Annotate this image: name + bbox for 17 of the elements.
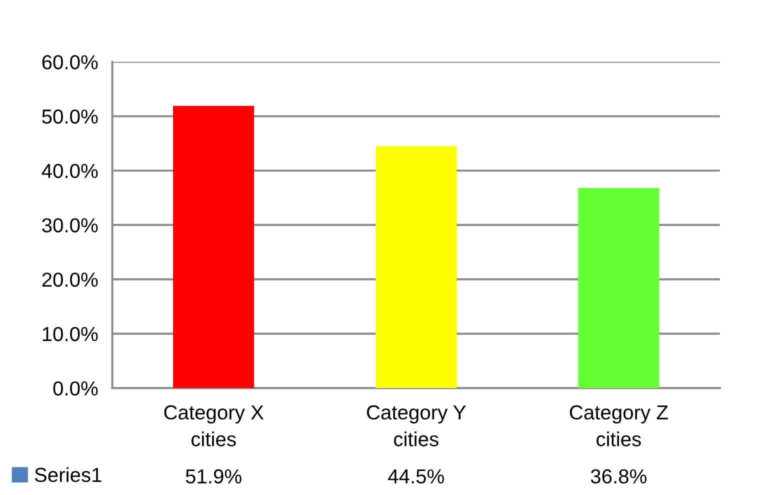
bar: [376, 146, 457, 388]
text: Series1: [34, 467, 102, 482]
x-tick-label: Category X cities: [164, 405, 264, 446]
bar: [578, 188, 660, 388]
y-tick-label: 60.0%: [42, 55, 98, 70]
y-tick-label: 10.0%: [42, 326, 98, 342]
bar: [173, 106, 254, 388]
y-tick-label: 30.0%: [42, 218, 98, 232]
data-label: 36.8%: [590, 469, 647, 484]
y-tick-label: 50.0%: [42, 109, 98, 124]
y-tick-label: 0.0%: [53, 381, 98, 396]
y-tick-label: 40.0%: [42, 164, 98, 178]
y-tick-label: 20.0%: [42, 272, 98, 287]
x-tick-label: Category Z cities: [570, 405, 668, 446]
data-label: 51.9%: [186, 469, 242, 484]
x-tick-label: Category Y cities: [366, 405, 466, 446]
data-label: 44.5%: [388, 469, 444, 484]
